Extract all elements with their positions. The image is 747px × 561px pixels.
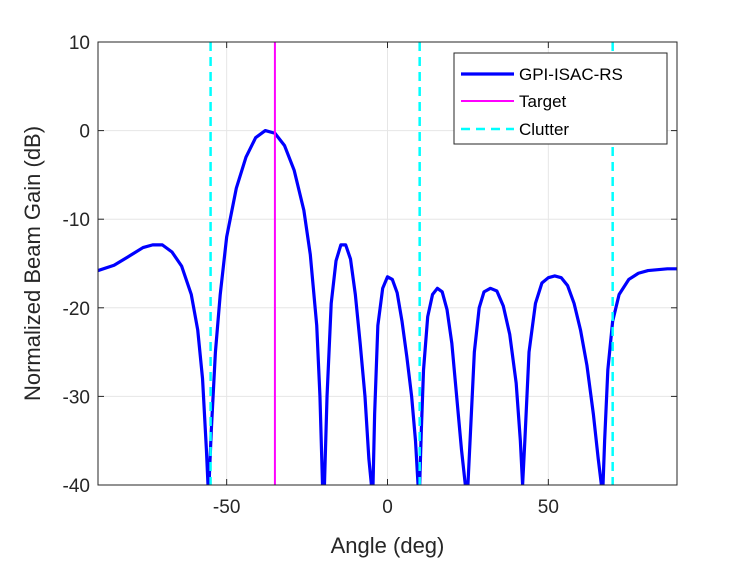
- legend: GPI-ISAC-RS Target Clutter: [453, 52, 668, 145]
- x-tick-label: -50: [213, 497, 240, 518]
- legend-box: [453, 52, 668, 145]
- y-axis-title: Normalized Beam Gain (dB): [20, 126, 45, 401]
- y-tick-label: 0: [79, 122, 90, 143]
- series-line-gpi-isac-rs: [98, 129, 677, 485]
- legend-label-gpi-isac-rs: GPI-ISAC-RS: [519, 65, 623, 84]
- y-tick-label: -20: [63, 299, 90, 320]
- axis-ticks: [98, 41, 677, 486]
- y-tick-label: 10: [69, 33, 90, 54]
- series-layer: [98, 42, 677, 485]
- x-axis-title: Angle (deg): [331, 533, 445, 558]
- legend-label-target: Target: [519, 92, 567, 111]
- y-tick-label: -40: [63, 476, 90, 497]
- x-tick-label: 0: [382, 497, 393, 518]
- y-tick-label: -30: [63, 387, 90, 408]
- x-tick-label: 50: [538, 497, 559, 518]
- legend-label-clutter: Clutter: [519, 120, 569, 139]
- y-tick-label: -10: [63, 210, 90, 231]
